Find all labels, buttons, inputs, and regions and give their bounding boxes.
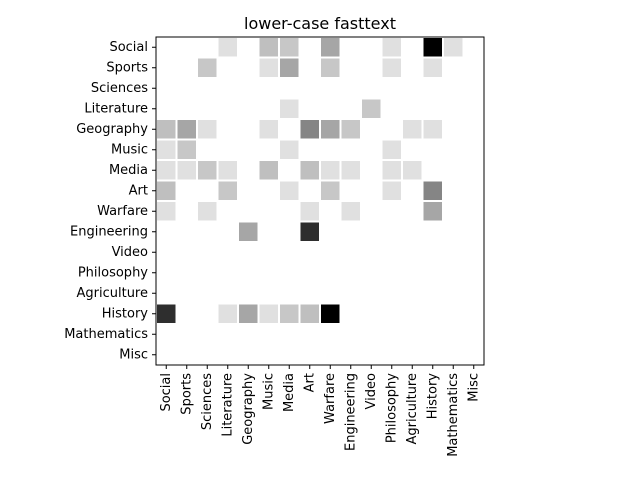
- heatmap-cell-art-literature: [219, 182, 238, 201]
- heatmap-cell-geography-art: [301, 120, 320, 139]
- heatmap-cell-media-warfare: [321, 161, 340, 180]
- heatmap-cell-social-music: [260, 38, 279, 57]
- heatmap-cell-music-social: [157, 141, 176, 160]
- heatmap-cell-media-art: [301, 161, 320, 180]
- x-tick-label-mathematics: Mathematics: [446, 373, 461, 457]
- heatmap-cell-history-social: [157, 305, 176, 324]
- x-tick-label-engineering: Engineering: [343, 373, 358, 451]
- heatmap-cell-media-philosophy: [383, 161, 402, 180]
- heatmap-cell-geography-sciences: [198, 120, 217, 139]
- y-tick-label-social: Social: [109, 40, 148, 55]
- x-axis: Social Sports Sciences Literature Geography M…: [159, 365, 482, 457]
- heatmap-cell-geography-social: [157, 120, 176, 139]
- x-tick-label-misc: Misc: [466, 373, 481, 402]
- heatmap-cell-geography-warfare: [321, 120, 340, 139]
- heatmap-cell-sports-media: [280, 59, 299, 78]
- heatmap-cell-geography-engineering: [342, 120, 361, 139]
- x-tick-label-literature: Literature: [220, 373, 235, 437]
- heatmap-cells: [157, 38, 463, 323]
- y-tick-label-agriculture: Agriculture: [77, 286, 149, 301]
- heatmap-cell-literature-media: [280, 100, 299, 119]
- heatmap-cell-art-philosophy: [383, 182, 402, 201]
- y-tick-label-sports: Sports: [106, 60, 148, 75]
- heatmap-cell-media-social: [157, 161, 176, 180]
- heatmap-cell-music-media: [280, 141, 299, 160]
- heatmap-cell-warfare-engineering: [342, 202, 361, 221]
- heatmap-cell-art-social: [157, 182, 176, 201]
- x-tick-label-philosophy: Philosophy: [384, 373, 399, 443]
- y-tick-label-art: Art: [129, 183, 148, 198]
- heatmap-cell-media-engineering: [342, 161, 361, 180]
- x-tick-label-video: Video: [364, 373, 379, 409]
- x-tick-label-warfare: Warfare: [323, 373, 338, 424]
- heatmap-cell-media-agriculture: [403, 161, 422, 180]
- plot-frame: [156, 37, 484, 365]
- heatmap-cell-sports-philosophy: [383, 59, 402, 78]
- x-tick-label-sports: Sports: [179, 373, 194, 415]
- heatmap-cell-music-sports: [178, 141, 197, 160]
- x-tick-label-history: History: [425, 373, 440, 420]
- heatmap-cell-geography-sports: [178, 120, 197, 139]
- heatmap-cell-sports-history: [424, 59, 443, 78]
- heatmap-cell-literature-video: [362, 100, 381, 119]
- y-tick-label-misc: Misc: [119, 347, 148, 362]
- y-tick-label-history: History: [102, 306, 149, 321]
- heatmap-cell-media-sciences: [198, 161, 217, 180]
- heatmap-cell-social-warfare: [321, 38, 340, 57]
- heatmap-cell-warfare-sciences: [198, 202, 217, 221]
- heatmap-cell-warfare-history: [424, 202, 443, 221]
- heatmap-cell-art-history: [424, 182, 443, 201]
- heatmap-cell-history-art: [301, 305, 320, 324]
- heatmap-cell-geography-agriculture: [403, 120, 422, 139]
- heatmap-cell-warfare-social: [157, 202, 176, 221]
- y-tick-label-mathematics: Mathematics: [64, 327, 148, 342]
- heatmap-cell-media-literature: [219, 161, 238, 180]
- x-tick-label-social: Social: [159, 373, 174, 412]
- y-tick-label-geography: Geography: [76, 122, 148, 137]
- x-tick-label-agriculture: Agriculture: [405, 373, 420, 445]
- heatmap-cell-history-warfare: [321, 305, 340, 324]
- y-axis: Social Sports Sciences Literature Geography M…: [64, 40, 156, 363]
- y-tick-label-media: Media: [109, 163, 148, 178]
- y-tick-label-video: Video: [112, 245, 148, 260]
- heatmap-cell-history-geography: [239, 305, 258, 324]
- chart-title: lower-case fasttext: [244, 14, 396, 33]
- heatmap-cell-history-literature: [219, 305, 238, 324]
- heatmap-cell-art-media: [280, 182, 299, 201]
- heatmap-cell-history-media: [280, 305, 299, 324]
- y-tick-label-warfare: Warfare: [97, 204, 148, 219]
- heatmap-cell-geography-history: [424, 120, 443, 139]
- y-tick-label-music: Music: [111, 142, 148, 157]
- heatmap-cell-sports-music: [260, 59, 279, 78]
- y-tick-label-philosophy: Philosophy: [78, 265, 148, 280]
- heatmap-cell-social-media: [280, 38, 299, 57]
- heatmap-cell-geography-music: [260, 120, 279, 139]
- x-tick-label-geography: Geography: [241, 373, 256, 445]
- heatmap-cell-music-philosophy: [383, 141, 402, 160]
- heatmap-cell-warfare-art: [301, 202, 320, 221]
- heatmap-cell-social-history: [424, 38, 443, 57]
- y-tick-label-literature: Literature: [84, 101, 148, 116]
- heatmap-cell-social-philosophy: [383, 38, 402, 57]
- x-tick-label-art: Art: [302, 373, 317, 392]
- heatmap-cell-social-mathematics: [444, 38, 463, 57]
- heatmap-cell-media-music: [260, 161, 279, 180]
- heatmap-cell-sports-sciences: [198, 59, 217, 78]
- heatmap-cell-engineering-geography: [239, 223, 258, 242]
- heatmap-cell-art-warfare: [321, 182, 340, 201]
- heatmap-cell-history-music: [260, 305, 279, 324]
- heatmap-cell-engineering-art: [301, 223, 320, 242]
- x-tick-label-media: Media: [282, 373, 297, 412]
- y-tick-label-sciences: Sciences: [91, 81, 148, 96]
- heatmap-cell-sports-warfare: [321, 59, 340, 78]
- heatmap-cell-media-sports: [178, 161, 197, 180]
- x-tick-label-music: Music: [261, 373, 276, 410]
- heatmap-cell-social-literature: [219, 38, 238, 57]
- y-tick-label-engineering: Engineering: [70, 224, 148, 239]
- x-tick-label-sciences: Sciences: [200, 373, 215, 430]
